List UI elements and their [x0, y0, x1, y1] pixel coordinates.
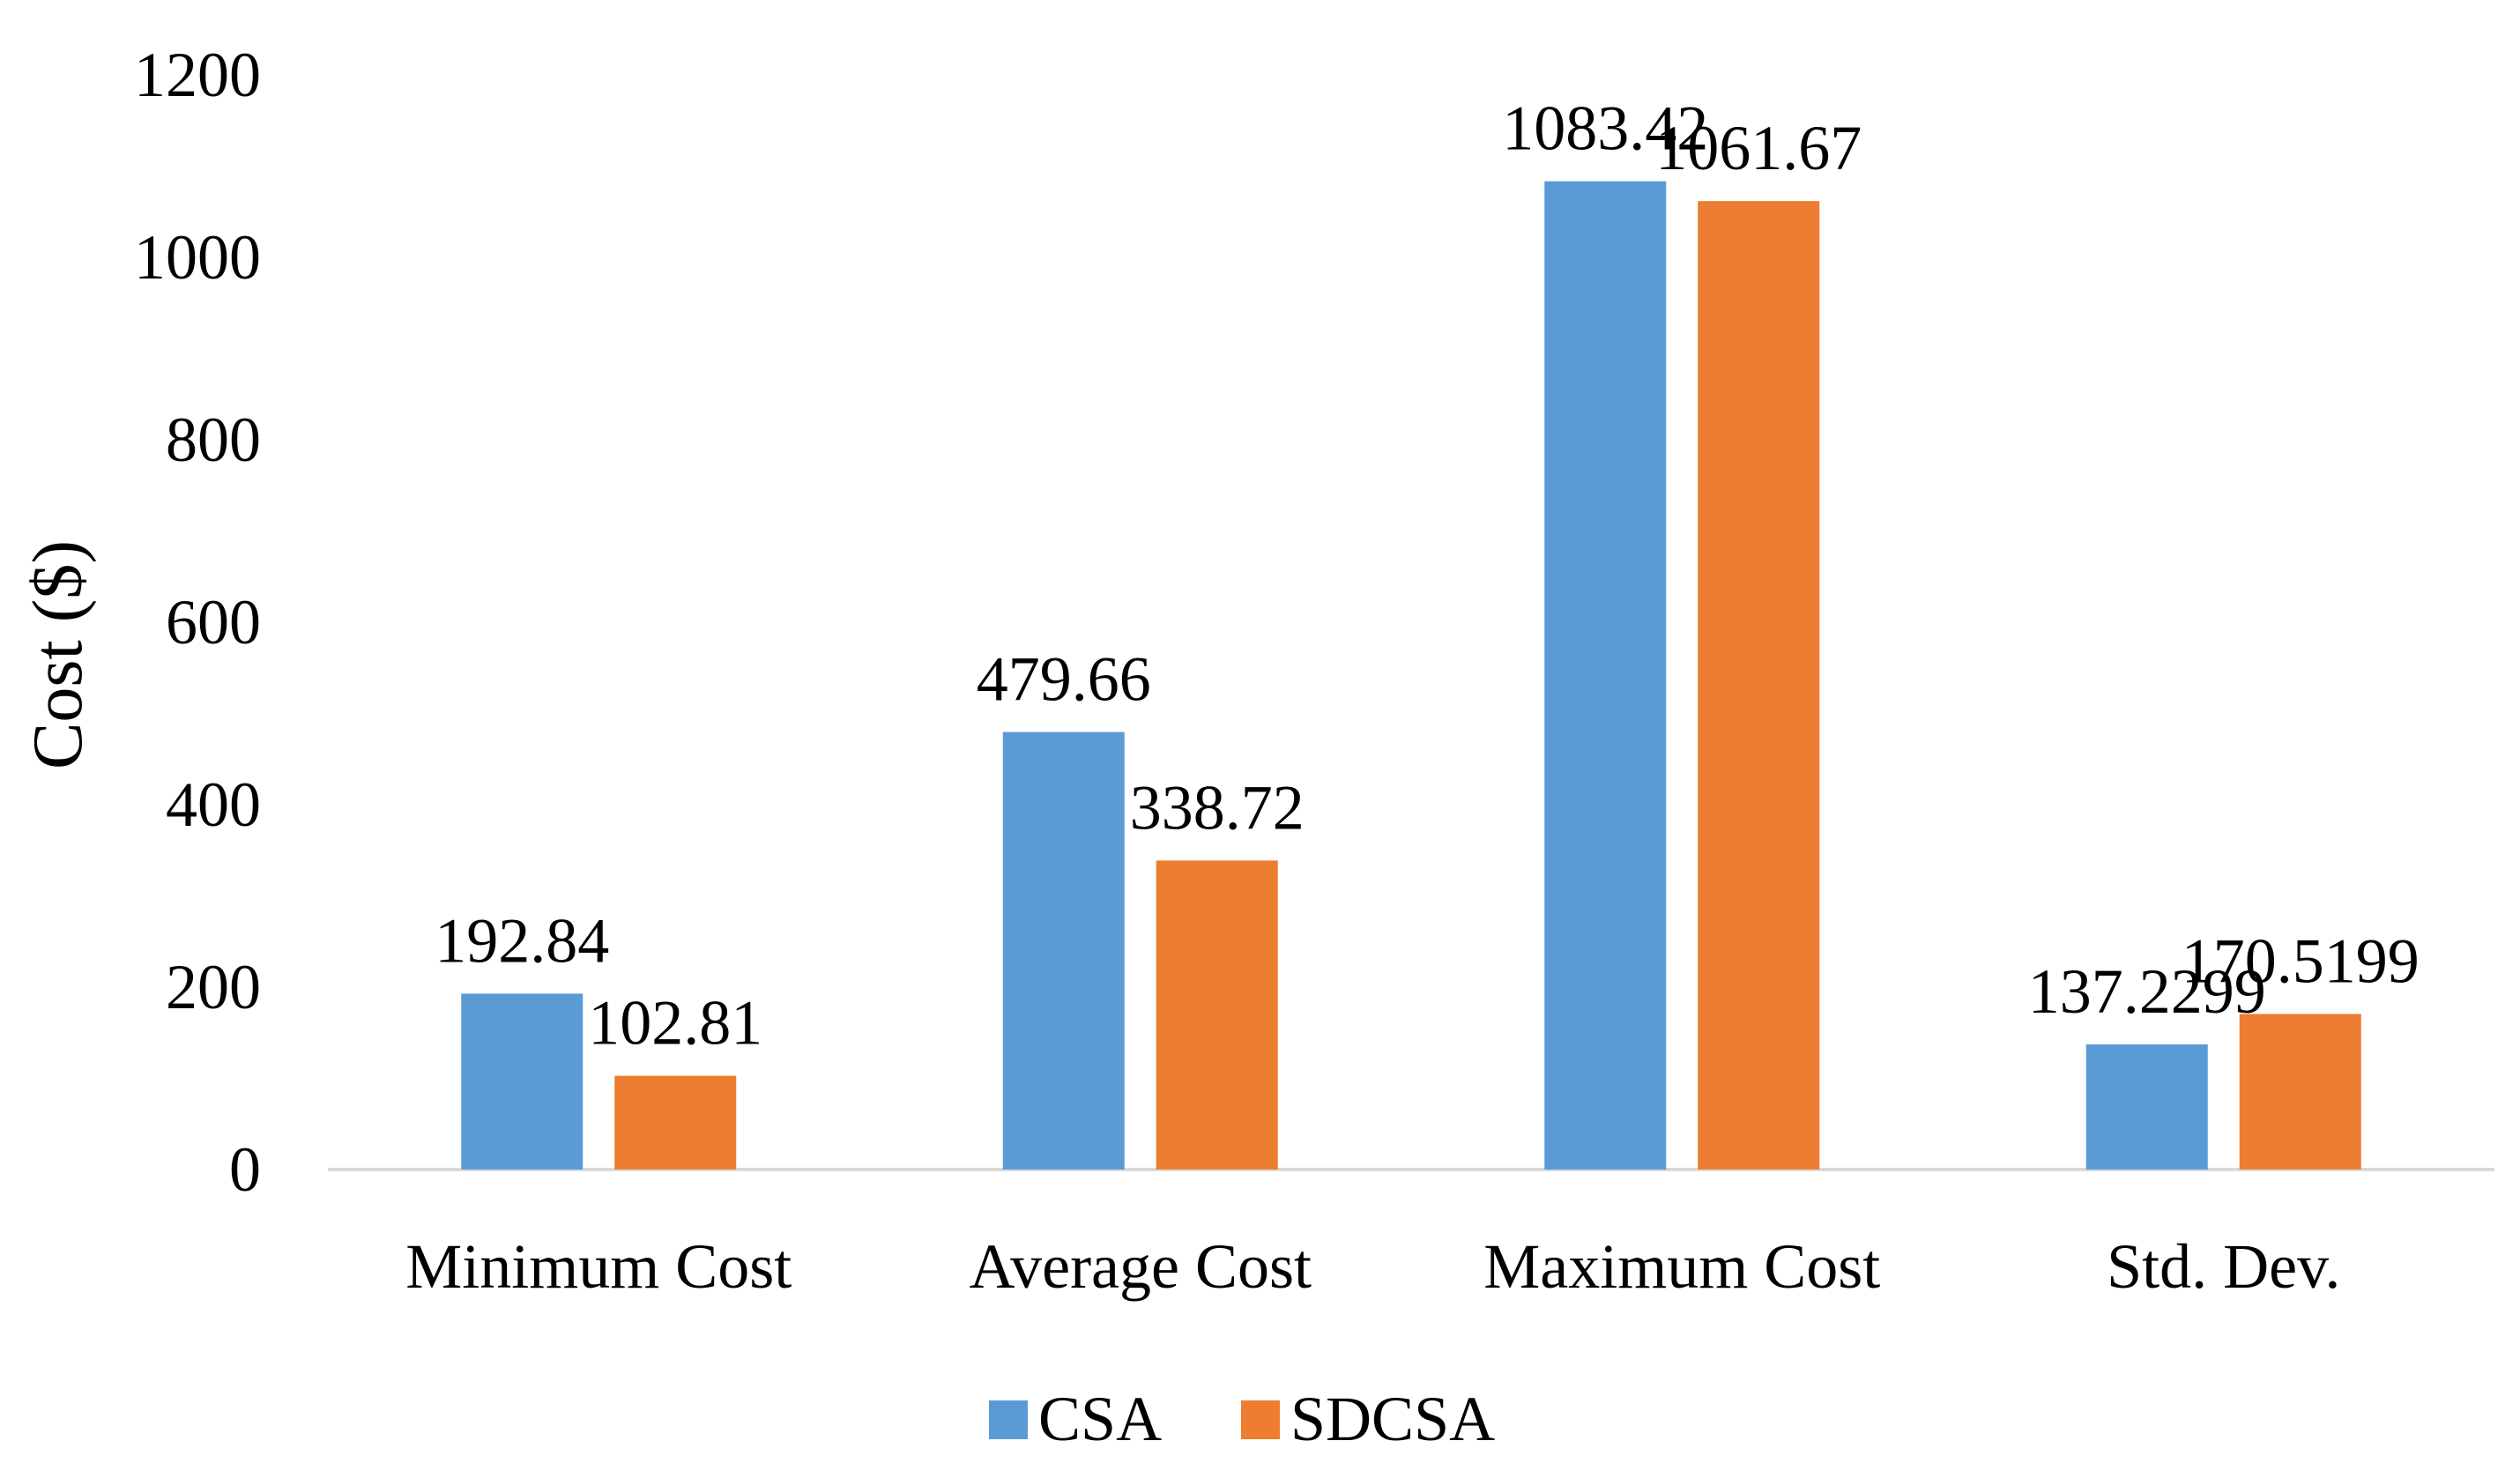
data-label-csa-1: 192.84: [435, 905, 609, 976]
category-label: Minimum Cost: [405, 1231, 792, 1302]
category-label: Average Cost: [969, 1231, 1312, 1302]
legend: CSA SDCSA: [989, 1384, 1495, 1454]
bar-csa-4: [2085, 1044, 2208, 1170]
y-axis-ticks: 0 200 400 600 800 1000 1200: [134, 40, 261, 1205]
legend-swatch-sdcsa: [1241, 1400, 1280, 1439]
bar-csa-3: [1544, 181, 1667, 1170]
category-label: Maximum Cost: [1483, 1231, 1880, 1302]
y-tick-label: 800: [166, 405, 261, 475]
legend-swatch-csa: [989, 1400, 1028, 1439]
data-label-sdcsa-2: 338.72: [1130, 772, 1305, 843]
bar-sdcsa-4: [2239, 1014, 2361, 1170]
y-tick-label: 600: [166, 587, 261, 657]
y-tick-label: 1200: [134, 40, 261, 110]
y-tick-label: 200: [166, 952, 261, 1022]
bar-sdcsa-2: [1156, 860, 1278, 1170]
legend-label-csa: CSA: [1038, 1384, 1162, 1454]
data-label-csa-4: 137.2299: [2028, 956, 2266, 1027]
y-tick-label: 0: [229, 1134, 261, 1205]
y-tick-label: 1000: [134, 222, 261, 293]
category-labels: Minimum Cost Average Cost Maximum Cost Std.…: [405, 1231, 2340, 1302]
bar-csa-2: [1002, 732, 1125, 1170]
data-label-csa-2: 479.66: [977, 644, 1151, 715]
bar-sdcsa-1: [614, 1075, 737, 1170]
bar-csa-1: [461, 993, 584, 1170]
bars: [461, 181, 2361, 1170]
data-label-sdcsa-3: 1061.67: [1655, 113, 1862, 183]
data-label-csa-3: 1083.42: [1502, 93, 1708, 164]
y-axis-title: Cost ($): [19, 540, 97, 769]
data-label-sdcsa-1: 102.81: [588, 988, 762, 1058]
y-tick-label: 400: [166, 769, 261, 840]
legend-label-sdcsa: SDCSA: [1290, 1384, 1495, 1454]
data-label-sdcsa-4: 170.5199: [2182, 926, 2420, 997]
category-label: Std. Dev.: [2107, 1231, 2340, 1302]
bar-sdcsa-3: [1698, 201, 1820, 1170]
